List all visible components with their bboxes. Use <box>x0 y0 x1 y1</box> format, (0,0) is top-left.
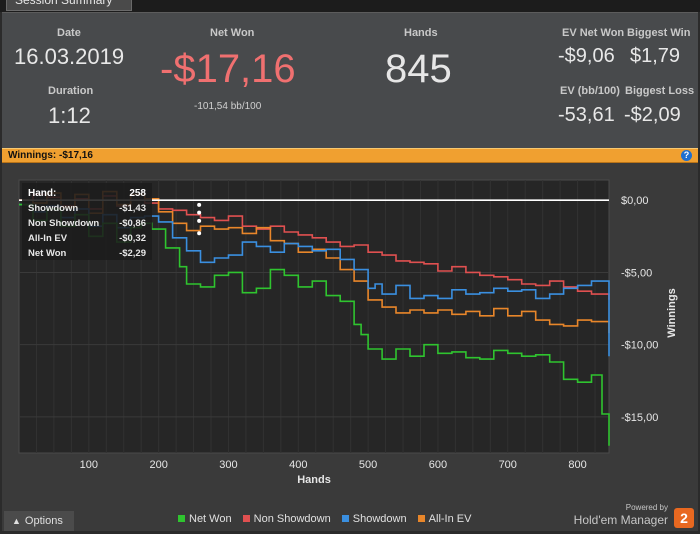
y-tick-label: -$5,00 <box>621 267 652 279</box>
biggest-win-label: Biggest Win <box>627 27 691 39</box>
legend-item-all-in-ev[interactable]: All-In EV <box>417 513 471 525</box>
chart-legend: Net Won Non Showdown Showdown All-In EV <box>178 513 479 525</box>
winnings-bar: Winnings: -$17,16 ? <box>2 148 698 163</box>
powered-by-text: Powered by <box>625 503 668 512</box>
x-tick-label: 300 <box>219 459 237 471</box>
duration-label: Duration <box>48 85 94 97</box>
biggest-loss-value: -$2,09 <box>624 104 681 126</box>
biggest-loss-label: Biggest Loss <box>625 85 695 97</box>
tooltip-row-label: Net Won <box>28 248 67 259</box>
tooltip-row-value: -$0,32 <box>119 233 146 244</box>
y-tick-label: $0,00 <box>621 195 649 207</box>
date-value: 16.03.2019 <box>14 44 125 69</box>
tooltip-row-value: -$2,29 <box>119 248 146 259</box>
tooltip-background <box>22 183 152 260</box>
brand: Powered by Hold'em Manager <box>574 503 668 527</box>
x-tick-label: 400 <box>289 459 307 471</box>
x-tick-label: 600 <box>429 459 447 471</box>
date-label: Date <box>57 27 81 39</box>
tooltip-row-value: -$0,86 <box>119 218 146 229</box>
y-tick-label: -$10,00 <box>621 340 658 352</box>
ev-net-label: EV Net Won <box>562 27 625 39</box>
options-button[interactable]: ▲ Options <box>4 511 74 531</box>
winnings-chart: $0,00 -$5,00 -$10,00 -$15,00 100 200 300 400 500… <box>18 179 678 486</box>
hover-tooltip: Hand: 258 Showdown -$1,43 Non Showdown -… <box>22 183 152 260</box>
ev-bb-label: EV (bb/100) <box>560 85 620 97</box>
chart-panel: $0,00 -$5,00 -$10,00 -$15,00 100 200 300 400 500… <box>2 163 698 531</box>
winnings-bar-text: Winnings: -$17,16 <box>8 150 93 161</box>
x-tick-label: 500 <box>359 459 377 471</box>
hm2-logo: 2 <box>674 508 694 528</box>
hover-point <box>197 202 202 207</box>
x-axis-label: Hands <box>297 474 331 486</box>
tab-session-summary[interactable]: Session Summary <box>6 0 132 11</box>
x-tick-label: 700 <box>499 459 517 471</box>
bb100-value: -101,54 bb/100 <box>194 101 262 112</box>
legend-item-net-won[interactable]: Net Won <box>178 513 232 525</box>
tooltip-row-value: -$1,43 <box>119 203 146 214</box>
netwon-label: Net Won <box>210 27 255 39</box>
hands-label: Hands <box>404 27 438 39</box>
tooltip-hand-value: 258 <box>129 188 146 199</box>
legend-item-non-showdown[interactable]: Non Showdown <box>242 513 331 525</box>
tooltip-hand-label: Hand: <box>28 188 56 199</box>
tooltip-row-label: All-In EV <box>28 233 68 244</box>
hover-point <box>197 231 202 236</box>
x-tick-label: 100 <box>80 459 98 471</box>
duration-value: 1:12 <box>48 103 91 128</box>
y-axis-label: Winnings <box>666 288 678 337</box>
biggest-win-value: $1,79 <box>630 45 681 67</box>
top-strip <box>0 0 700 12</box>
ev-bb-value: -53,61 <box>558 104 615 126</box>
summary-panel: Date 16.03.2019 Duration 1:12 Net Won -$… <box>2 12 698 149</box>
ev-net-value: -$9,06 <box>558 45 615 67</box>
options-label: Options <box>24 515 63 527</box>
tooltip-row-label: Showdown <box>28 203 78 214</box>
y-tick-label: -$15,00 <box>621 412 658 424</box>
hover-point <box>197 210 202 215</box>
x-tick-label: 800 <box>568 459 586 471</box>
x-tick-label: 200 <box>149 459 167 471</box>
chevron-up-icon: ▲ <box>12 516 21 526</box>
help-icon[interactable]: ? <box>681 150 692 161</box>
hands-value: 845 <box>385 47 452 91</box>
legend-item-showdown[interactable]: Showdown <box>341 513 407 525</box>
hover-point <box>197 218 202 223</box>
brand-name: Hold'em Manager <box>573 513 668 527</box>
tooltip-row-label: Non Showdown <box>28 218 99 229</box>
netwon-value: -$17,16 <box>160 47 296 91</box>
